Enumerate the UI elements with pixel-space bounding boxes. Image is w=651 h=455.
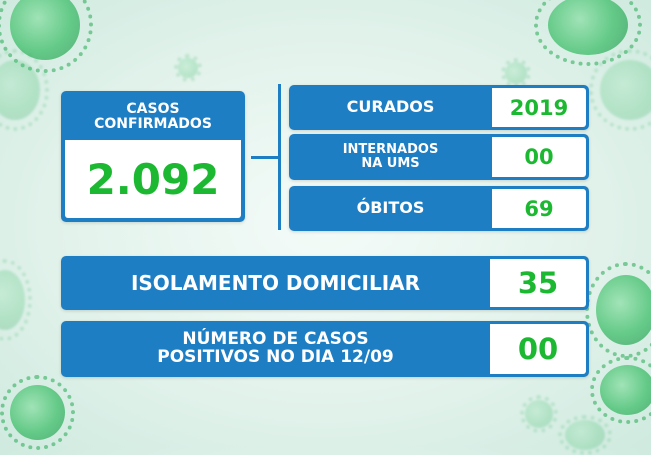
confirmed-cases-value: 2.092: [65, 140, 241, 218]
label-line: CONFIRMADOS: [94, 116, 212, 132]
label-line: CASOS: [126, 101, 180, 118]
hospitalized-value: 00: [492, 137, 586, 177]
connector-line: [278, 84, 281, 230]
virus-icon: [519, 394, 559, 434]
daily-positive-value: 00: [490, 324, 586, 374]
daily-positive-label: NÚMERO DE CASOS POSITIVOS NO DIA 12/09: [61, 321, 490, 377]
label-line: INTERNADOS: [342, 142, 439, 158]
virus-icon: [585, 262, 651, 358]
virus-icon: [0, 49, 49, 131]
hospitalized-label: INTERNADOS NA UMS: [289, 134, 492, 180]
home-isolation-value: 35: [490, 259, 586, 307]
virus-icon: [0, 259, 33, 341]
confirmed-cases-card: CASOS CONFIRMADOS 2.092: [61, 91, 245, 222]
confirmed-cases-label: CASOS CONFIRMADOS: [61, 97, 245, 137]
cured-value: 2019: [492, 88, 586, 127]
home-isolation-label: ISOLAMENTO DOMICILIAR: [130, 270, 421, 295]
connector-line: [251, 156, 279, 159]
hospitalized-row: INTERNADOS NA UMS 00: [289, 134, 589, 180]
home-isolation-row: ISOLAMENTO DOMICILIAR 35: [61, 256, 589, 310]
deaths-row: ÓBITOS 69: [289, 186, 589, 231]
virus-icon: [589, 49, 651, 131]
virus-icon: [533, 0, 643, 66]
virus-icon: [501, 58, 531, 88]
virus-icon: [0, 375, 75, 450]
deaths-value: 69: [492, 189, 586, 228]
virus-icon: [557, 414, 613, 455]
cured-row: CURADOS 2019: [289, 85, 589, 130]
daily-positive-row: NÚMERO DE CASOS POSITIVOS NO DIA 12/09 0…: [61, 321, 589, 377]
virus-icon: [590, 356, 651, 424]
virus-icon: [174, 54, 202, 82]
label-line: NÚMERO DE CASOS: [182, 329, 369, 350]
deaths-label: ÓBITOS: [356, 198, 425, 218]
cured-label: CURADOS: [346, 97, 435, 117]
label-line: POSITIVOS NO DIA 12/09: [157, 347, 394, 367]
label-line: NA UMS: [361, 156, 420, 171]
